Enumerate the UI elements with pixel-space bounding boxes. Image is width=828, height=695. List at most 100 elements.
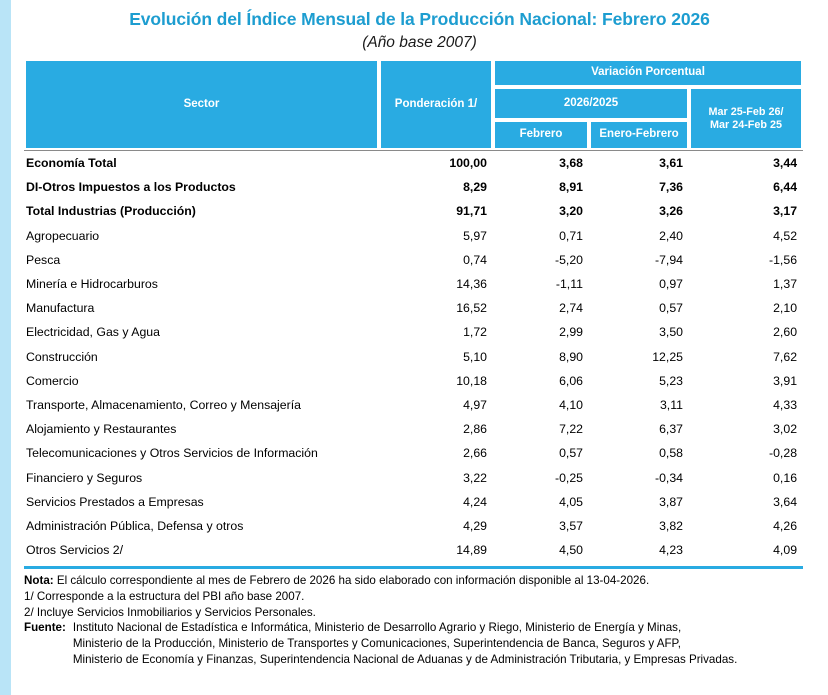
row-label: Pesca (26, 252, 61, 267)
cell-ponderacion: 4,24 (463, 494, 487, 509)
row-label: Total Industrias (Producción) (26, 204, 196, 219)
cell-ponderacion: 0,74 (463, 252, 487, 267)
cell-anualizado: -1,56 (769, 252, 798, 267)
cell-febrero: 8,90 (559, 349, 583, 364)
cell-ponderacion: 5,97 (463, 228, 487, 243)
source-block: Fuente: Instituto Nacional de Estadístic… (24, 620, 824, 667)
left-accent-strip (0, 0, 11, 695)
cell-febrero: 7,22 (559, 422, 583, 437)
header-febrero: Febrero (493, 120, 589, 150)
note-text: El cálculo correspondiente al mes de Feb… (56, 574, 650, 587)
cell-anualizado: 3,17 (773, 204, 798, 219)
cell-anualizado: 2,60 (773, 325, 798, 340)
cell-enero-febrero: 3,87 (659, 494, 683, 509)
cell-ponderacion: 16,52 (456, 301, 487, 316)
cell-febrero: 0,71 (559, 228, 583, 243)
row-label: Financiero y Seguros (26, 470, 143, 485)
page-content: Evolución del Índice Mensual de la Produ… (11, 0, 828, 695)
footnotes: Nota: El cálculo correspondiente al mes … (24, 573, 824, 668)
table-header-row-1: Sector Ponderación 1/ Variación Porcentu… (24, 59, 804, 150)
cell-enero-febrero: 4,23 (659, 543, 683, 558)
header-anualizado-line2: Mar 24-Feb 25 (710, 118, 783, 131)
table-head: Sector Ponderación 1/ Variación Porcentu… (24, 59, 804, 150)
note-label: Nota: (24, 574, 54, 587)
cell-enero-febrero: 2,40 (659, 228, 683, 243)
header-enero-febrero: Enero-Febrero (589, 120, 689, 150)
row-label: Construcción (26, 349, 98, 364)
source-line: Instituto Nacional de Estadística e Info… (72, 621, 682, 635)
cell-anualizado: 4,52 (773, 228, 798, 243)
cell-enero-febrero: -7,94 (654, 252, 683, 267)
table-row: Construcción 5,10 8,90 12,25 7,62 (24, 345, 803, 369)
cell-anualizado: 4,33 (773, 397, 798, 412)
table-row: Financiero y Seguros 3,22 -0,25 -0,34 0,16 (24, 465, 803, 489)
cell-ponderacion: 5,10 (463, 349, 487, 364)
statistics-table-wrap: Sector Ponderación 1/ Variación Porcentu… (24, 59, 804, 562)
header-anualizado: Mar 25-Feb 26/ Mar 24-Feb 25 (689, 87, 804, 150)
cell-enero-febrero: 3,26 (659, 204, 683, 219)
cell-ponderacion: 10,18 (456, 373, 487, 388)
cell-enero-febrero: 5,23 (659, 373, 683, 388)
cell-febrero: 2,99 (559, 325, 583, 340)
header-anualizado-line1: Mar 25-Feb 26/ (708, 106, 784, 119)
row-label: Agropecuario (26, 228, 100, 243)
row-label: Administración Pública, Defensa y otros (26, 518, 244, 533)
cell-anualizado: 4,09 (773, 543, 798, 558)
row-label: Electricidad, Gas y Agua (26, 325, 160, 340)
table-row: Otros Servicios 2/14,89 4,50 4,23 4,09 (24, 538, 803, 562)
cell-enero-febrero: 3,61 (589, 150, 689, 175)
footnote-1: 1/ Corresponde a la estructura del PBI a… (24, 589, 305, 603)
table-row: Administración Pública, Defensa y otros 4… (24, 514, 803, 538)
cell-ponderacion: 2,86 (463, 422, 487, 437)
row-label: Alojamiento y Restaurantes (26, 422, 177, 437)
row-label: Economía Total (24, 150, 379, 175)
cell-anualizado: 7,62 (773, 349, 798, 364)
cell-febrero: 6,06 (559, 373, 583, 388)
footnote-2: 2/ Incluye Servicios Inmobiliarios y Ser… (24, 605, 316, 619)
cell-enero-febrero: 3,11 (659, 397, 683, 412)
row-label: Comercio (26, 373, 79, 388)
table-row: Agropecuario 5,97 0,71 2,40 4,52 (24, 224, 803, 248)
table-body: Economía Total 100,00 3,68 3,61 3,44 DI-Otros… (24, 150, 804, 562)
header-periodo-2026-2025: 2026/2025 (493, 87, 689, 120)
row-label: Servicios Prestados a Empresas (26, 494, 204, 509)
cell-ponderacion: 100,00 (379, 150, 493, 175)
header-sector: Sector (24, 59, 379, 150)
cell-ponderacion: 2,66 (463, 446, 487, 461)
cell-anualizado: 2,10 (773, 301, 798, 316)
cell-febrero: -1,11 (555, 277, 583, 292)
page-title: Evolución del Índice Mensual de la Produ… (129, 9, 710, 29)
cell-anualizado: 3,64 (773, 494, 798, 509)
cell-anualizado: 1,37 (773, 277, 798, 292)
page-subtitle: (Año base 2007) (362, 34, 477, 51)
source-lines: Instituto Nacional de Estadística e Info… (73, 620, 824, 667)
header-ponderacion: Ponderación 1/ (379, 59, 493, 150)
cell-febrero: -0,25 (554, 470, 583, 485)
cell-enero-febrero: 0,57 (659, 301, 683, 316)
cell-ponderacion: 14,89 (456, 543, 487, 558)
note-line: Nota: El cálculo correspondiente al mes … (24, 573, 824, 589)
cell-anualizado: 6,44 (773, 180, 798, 195)
table-row: Servicios Prestados a Empresas 4,24 4,05 3,… (24, 490, 803, 514)
cell-enero-febrero: 12,25 (652, 349, 683, 364)
cell-ponderacion: 4,29 (463, 518, 487, 533)
cell-febrero: 2,74 (559, 301, 583, 316)
cell-febrero: 0,57 (559, 446, 583, 461)
cell-anualizado: 3,91 (773, 373, 798, 388)
cell-ponderacion: 14,36 (456, 277, 487, 292)
cell-ponderacion: 1,72 (463, 325, 487, 340)
cell-anualizado: 3,02 (773, 422, 798, 437)
table-row: DI-Otros Impuestos a los Productos 8,29 8,… (24, 175, 803, 199)
cell-febrero: 4,10 (559, 397, 583, 412)
cell-enero-febrero: 0,58 (659, 446, 683, 461)
cell-febrero: 4,50 (559, 543, 583, 558)
cell-ponderacion: 3,22 (463, 470, 487, 485)
table-row: Transporte, Almacenamiento, Correo y Men… (24, 393, 803, 417)
table-row: Comercio 10,18 6,06 5,23 3,91 (24, 369, 803, 393)
cell-anualizado: 4,26 (773, 518, 798, 533)
source-label: Fuente: (24, 621, 66, 635)
cell-febrero: 3,20 (559, 204, 583, 219)
cell-enero-febrero: 3,82 (659, 518, 683, 533)
cell-anualizado: 3,44 (689, 150, 804, 175)
cell-febrero: 3,57 (559, 518, 583, 533)
